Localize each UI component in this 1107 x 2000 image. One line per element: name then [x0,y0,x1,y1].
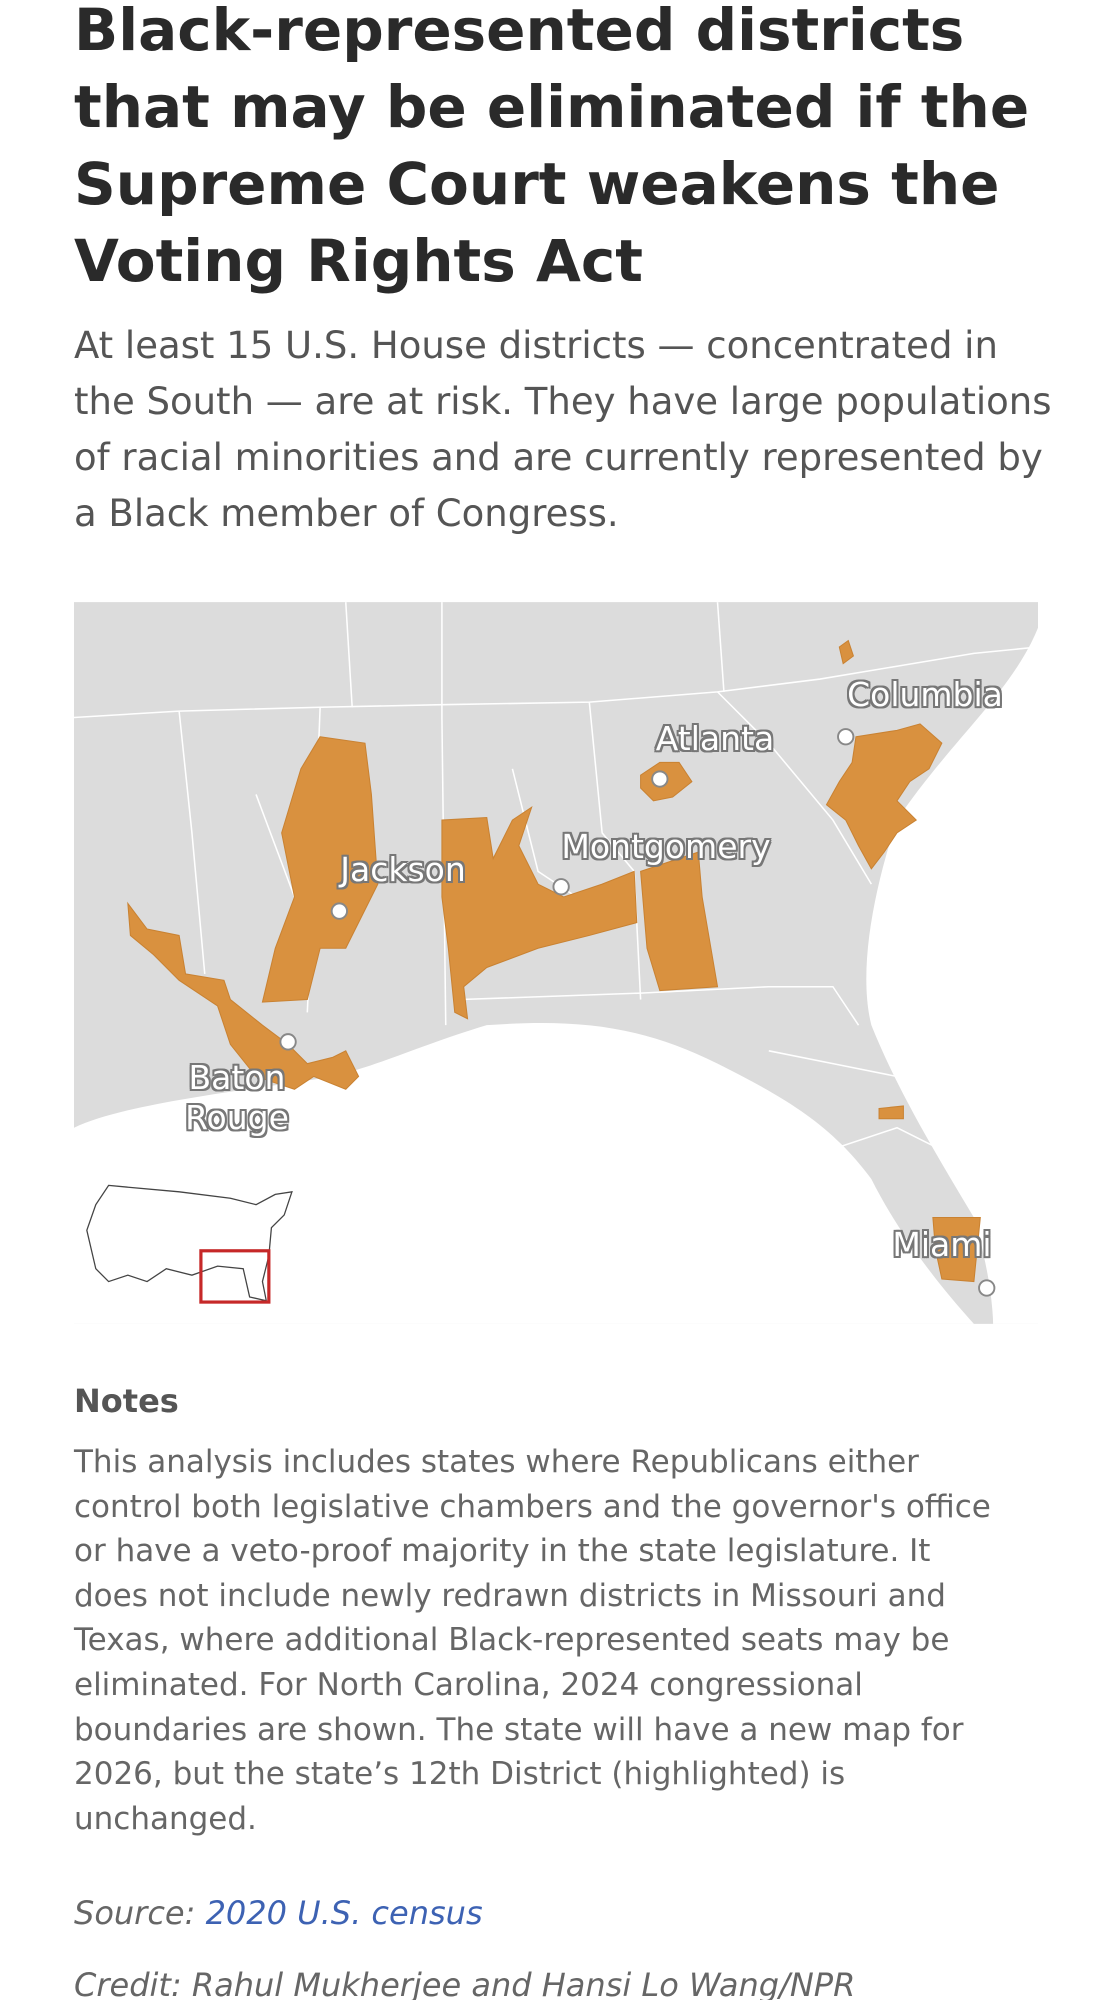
city-label: Columbia [847,675,1003,714]
districts [127,639,981,1283]
gulf [74,1023,974,1324]
map: Columbia Atlanta Montgomery Jackson Bato… [74,602,1038,1324]
credit: Credit: Rahul Mukherjee and Hansi Lo Wan… [74,1966,856,2000]
city-dots [279,728,996,1297]
city-label: Atlanta [655,719,775,758]
inset-us [86,1184,293,1302]
notes-heading: Notes [74,1382,179,1420]
title: Black-represented districts that may be … [74,0,1030,295]
city-label: Jackson [340,850,466,889]
boundaries [74,602,1038,1155]
city-label: Baton Rouge [185,1058,289,1137]
city-label: Montgomery [561,827,771,866]
notes-text: This analysis includes states where Repu… [74,1444,991,1837]
inset-box [199,1249,271,1304]
source-link[interactable]: 2020 U.S. census [205,1894,483,1932]
city-label: Miami [892,1225,992,1264]
source: Source: 2020 U.S. census [74,1894,483,1932]
inset-map [86,1184,293,1304]
atlantic [866,627,1038,1324]
source-label: Source: [74,1894,196,1932]
subtitle: At least 15 U.S. House districts — conce… [74,324,1052,535]
map-graphic [74,602,1038,1324]
